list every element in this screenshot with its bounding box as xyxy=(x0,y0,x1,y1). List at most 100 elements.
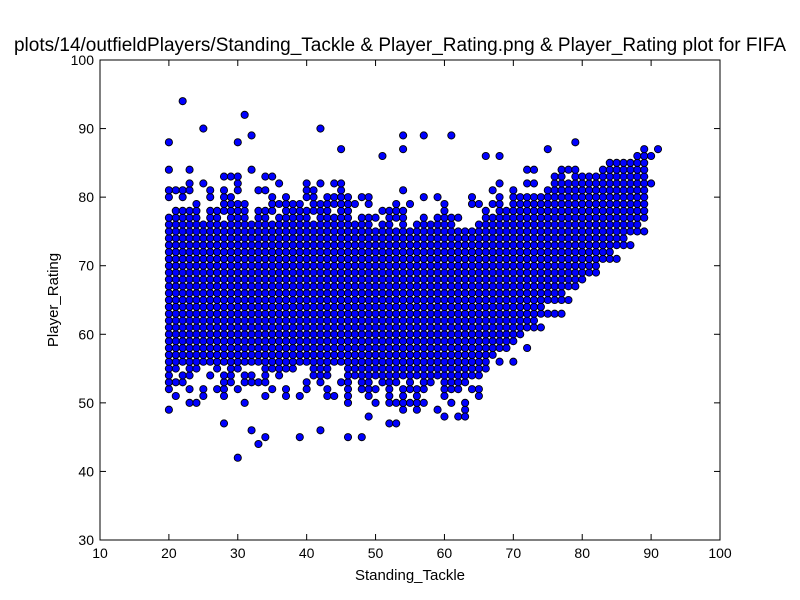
data-point xyxy=(474,268,483,277)
data-point xyxy=(206,268,215,277)
data-point xyxy=(426,302,435,311)
data-point xyxy=(495,357,504,366)
data-point xyxy=(426,350,435,359)
data-point xyxy=(309,199,318,209)
data-point xyxy=(447,234,456,243)
data-point xyxy=(405,234,415,243)
data-point xyxy=(185,330,194,339)
data-point xyxy=(564,241,573,250)
data-point xyxy=(178,206,187,215)
data-point xyxy=(385,316,394,325)
data-point xyxy=(536,247,545,257)
data-point xyxy=(488,261,497,270)
data-point xyxy=(199,124,208,133)
data-point xyxy=(495,227,504,236)
data-point xyxy=(405,275,415,284)
data-point xyxy=(523,241,532,250)
data-point xyxy=(440,254,449,263)
data-point xyxy=(412,405,421,414)
data-point xyxy=(254,275,263,284)
data-point xyxy=(523,275,532,284)
data-point xyxy=(495,295,504,305)
data-point xyxy=(564,282,573,291)
data-point xyxy=(233,186,242,195)
data-point xyxy=(357,378,366,387)
data-point xyxy=(295,289,304,298)
data-point xyxy=(171,275,180,284)
data-point xyxy=(543,275,552,284)
data-point xyxy=(316,337,325,346)
data-point xyxy=(440,261,449,270)
x-tick-label: 10 xyxy=(92,545,108,561)
data-point xyxy=(309,241,318,250)
data-point xyxy=(288,330,297,339)
data-point xyxy=(178,254,187,263)
data-point xyxy=(171,309,180,318)
data-point xyxy=(192,199,201,209)
data-point xyxy=(633,227,642,236)
data-point xyxy=(461,234,470,243)
data-point xyxy=(474,343,483,353)
data-point xyxy=(240,323,249,332)
data-point xyxy=(254,316,263,325)
data-point xyxy=(461,337,470,346)
data-point xyxy=(357,316,366,325)
data-point xyxy=(399,247,408,257)
data-point xyxy=(440,337,449,346)
data-point xyxy=(392,330,401,339)
data-point xyxy=(640,158,649,167)
data-point xyxy=(405,357,415,366)
data-point xyxy=(192,227,201,236)
data-point xyxy=(261,282,270,291)
data-point xyxy=(481,357,490,366)
data-point xyxy=(392,241,401,250)
data-point xyxy=(171,289,180,298)
data-point xyxy=(185,165,194,174)
data-point xyxy=(405,247,415,257)
data-point xyxy=(523,213,532,222)
data-point xyxy=(213,343,222,353)
data-point xyxy=(543,289,552,298)
data-point xyxy=(371,275,380,284)
data-point xyxy=(199,323,208,332)
data-point xyxy=(564,275,573,284)
x-tick-label: 50 xyxy=(368,545,384,561)
data-point xyxy=(647,179,656,188)
data-point xyxy=(185,337,194,346)
data-point xyxy=(440,378,449,387)
data-point xyxy=(316,295,325,305)
data-point xyxy=(295,227,304,236)
data-point xyxy=(316,378,325,387)
data-point xyxy=(213,309,222,318)
data-point xyxy=(295,316,304,325)
data-point xyxy=(261,275,270,284)
data-point xyxy=(261,323,270,332)
data-point xyxy=(316,364,325,373)
data-point xyxy=(309,309,318,318)
data-point xyxy=(399,295,408,305)
data-point xyxy=(385,385,394,394)
data-point xyxy=(605,206,614,215)
data-point xyxy=(164,330,173,339)
data-point xyxy=(488,350,497,359)
data-point xyxy=(571,234,580,243)
data-point xyxy=(288,241,297,250)
data-point xyxy=(213,316,222,325)
data-point xyxy=(309,220,318,229)
data-point xyxy=(219,282,229,291)
data-point xyxy=(495,268,504,277)
data-point xyxy=(564,199,573,209)
data-point xyxy=(467,323,477,332)
data-point xyxy=(240,199,249,209)
data-point xyxy=(261,186,270,195)
data-point xyxy=(419,316,428,325)
data-point xyxy=(419,343,428,353)
data-point xyxy=(240,302,249,311)
data-point xyxy=(516,227,525,236)
data-point xyxy=(233,138,242,147)
data-point xyxy=(488,309,497,318)
data-point xyxy=(385,220,394,229)
data-point xyxy=(323,316,332,325)
data-point xyxy=(316,241,325,250)
data-point xyxy=(516,316,525,325)
